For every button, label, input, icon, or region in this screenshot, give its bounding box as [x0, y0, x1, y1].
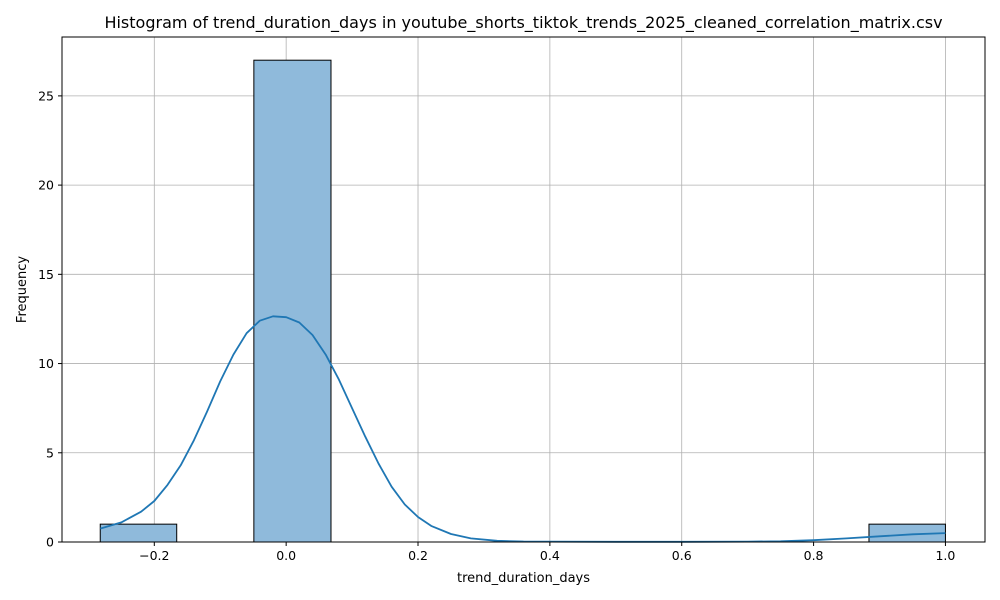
histogram-bar: [99, 523, 178, 543]
y-tick-label: 5: [46, 445, 54, 460]
kde-curve-group: [99, 315, 946, 543]
chart-title: Histogram of trend_duration_days in yout…: [104, 13, 942, 33]
histogram-bar: [253, 59, 332, 543]
x-tick-label: 1.0: [935, 548, 955, 563]
x-tick-label: 0.0: [276, 548, 296, 563]
histogram-bars: [99, 59, 946, 543]
y-tick-label: 15: [38, 267, 54, 282]
x-tick-label: 0.6: [672, 548, 692, 563]
x-tick-label: 0.8: [804, 548, 824, 563]
x-tick-label: 0.2: [408, 548, 428, 563]
y-tick-label: 20: [38, 178, 54, 193]
grid-lines: [62, 37, 985, 543]
x-tick-label: 0.4: [540, 548, 560, 563]
kde-line: [99, 315, 946, 543]
y-axis-label: Frequency: [15, 256, 30, 323]
y-tick-label: 10: [38, 356, 54, 371]
x-tick-label: −0.2: [139, 548, 169, 563]
plot-area-frame: [61, 36, 986, 543]
y-axis-ticks: 0 5 10 15 20 25: [38, 88, 62, 550]
x-axis-label: trend_duration_days: [457, 571, 590, 586]
x-axis-ticks: −0.2 0.0 0.2 0.4 0.6 0.8 1.0: [139, 542, 955, 563]
y-tick-label: 0: [46, 535, 54, 550]
y-tick-label: 25: [38, 88, 54, 103]
